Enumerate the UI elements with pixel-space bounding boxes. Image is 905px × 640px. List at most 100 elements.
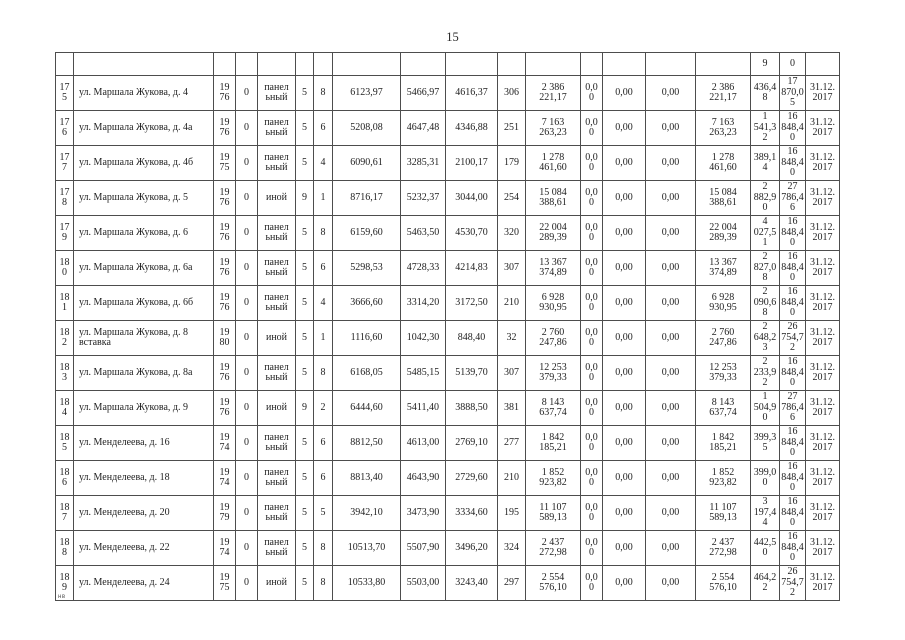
table-cell (313, 52, 333, 76)
table-cell: 1 278 461,60 (695, 145, 751, 181)
table-cell: 19 75 (213, 145, 236, 181)
table-cell (695, 52, 751, 76)
table-cell: 5 (313, 495, 333, 531)
table-cell: 8 143 637,74 (695, 390, 751, 426)
table-cell: 31.12. 2017 (805, 530, 840, 566)
table-cell (602, 52, 646, 76)
table-cell: 0,00 (645, 355, 696, 391)
table-cell: 5 (295, 460, 314, 496)
table-cell: 3334,60 (445, 495, 498, 531)
table-cell: 4 027,5 1 (750, 215, 780, 251)
table-cell: 307 (497, 355, 526, 391)
table-cell: 0 (235, 110, 258, 146)
table-cell: 8 (313, 215, 333, 251)
table-cell: 0,0 0 (580, 110, 603, 146)
table-cell: 18 3 (55, 355, 74, 391)
table-cell: 5 (295, 285, 314, 321)
table-cell (645, 52, 696, 76)
table-cell: 8 (313, 565, 333, 601)
table-cell: 6159,60 (332, 215, 401, 251)
table-cell: 18 7 (55, 495, 74, 531)
table-row-8: 18 3 ул. Маршала Жукова, д. 8а 19 76 0 панел… (55, 355, 840, 391)
table-cell: 2769,10 (445, 425, 498, 461)
table-cell (73, 52, 214, 76)
table-cell: 381 (497, 390, 526, 426)
table-cell: 5 (295, 565, 314, 601)
table-cell: 17 870,0 5 (779, 75, 806, 111)
table-cell: панел ьный (257, 495, 296, 531)
table-cell: 16 848,4 0 (779, 110, 806, 146)
table-cell: 0,00 (645, 425, 696, 461)
table-row-4: 17 9 ул. Маршала Жукова, д. 6 19 76 0 панел … (55, 215, 840, 251)
table-cell: 195 (497, 495, 526, 531)
table-cell: 320 (497, 215, 526, 251)
table-cell: 0 (235, 320, 258, 356)
table-cell: 6 (313, 110, 333, 146)
table-cell: 31.12. 2017 (805, 495, 840, 531)
table-cell: 1116,60 (332, 320, 401, 356)
table-cell: панел ьный (257, 215, 296, 251)
table-cell: 8 (313, 75, 333, 111)
table-cell: 0,00 (602, 495, 646, 531)
table-body: 9 0 17 5 ул. Маршала Жукова, д. 4 19 76 0 пане… (55, 52, 840, 601)
table-cell: 2 648,2 3 (750, 320, 780, 356)
table-cell: 5463,50 (400, 215, 446, 251)
table-cell: 1 504,9 0 (750, 390, 780, 426)
table-cell: 0,00 (645, 180, 696, 216)
table-cell: 8812,50 (332, 425, 401, 461)
table-cell (445, 52, 498, 76)
table-cell: 19 74 (213, 530, 236, 566)
table-row-11: 18 6 ул. Менделеева, д. 18 19 74 0 панел ьны… (55, 460, 840, 496)
table-cell: ул. Менделеева, д. 18 (73, 460, 214, 496)
table-cell: 18 2 (55, 320, 74, 356)
table-cell: 17 6 (55, 110, 74, 146)
table-cell: 5 (295, 320, 314, 356)
table-cell: 3473,90 (400, 495, 446, 531)
table-cell: 1 852 923,82 (525, 460, 581, 496)
table-cell: 19 75 (213, 565, 236, 601)
table-cell (257, 52, 296, 76)
table-cell: 0,00 (602, 215, 646, 251)
table-cell: 0,00 (602, 390, 646, 426)
table-cell: 210 (497, 460, 526, 496)
table-cell: 31.12. 2017 (805, 425, 840, 461)
table-cell: 0 (235, 530, 258, 566)
table-cell: 18 5 (55, 425, 74, 461)
table-cell: 2729,60 (445, 460, 498, 496)
table-row-9: 18 4 ул. Маршала Жукова, д. 9 19 76 0 иной 9 2… (55, 390, 840, 426)
table-cell: 19 76 (213, 355, 236, 391)
table-cell: ул. Маршала Жукова, д. 8а (73, 355, 214, 391)
table-cell: 8 (313, 355, 333, 391)
table-cell: 0,00 (645, 320, 696, 356)
table-cell: 2 760 247,86 (695, 320, 751, 356)
table-cell: 0,0 0 (580, 180, 603, 216)
table-cell: 8 (313, 530, 333, 566)
table-cell: 0,0 0 (580, 565, 603, 601)
table-cell: 0 (235, 180, 258, 216)
table-cell: 5 (295, 145, 314, 181)
table-cell: панел ьный (257, 145, 296, 181)
table-cell: 399,0 0 (750, 460, 780, 496)
table-cell: ул. Маршала Жукова, д. 6а (73, 250, 214, 286)
table-cell: 0 (235, 215, 258, 251)
table-cell: 31.12. 2017 (805, 390, 840, 426)
table-cell: панел ьный (257, 460, 296, 496)
table-cell: панел ьный (257, 75, 296, 111)
table-cell: 1 (313, 180, 333, 216)
table-cell: 19 76 (213, 75, 236, 111)
table-cell: 31.12. 2017 (805, 565, 840, 601)
table-cell: ул. Менделеева, д. 22 (73, 530, 214, 566)
table-cell: 22 004 289,39 (525, 215, 581, 251)
table-cell: 0 (235, 460, 258, 496)
table-cell: 2 233,9 2 (750, 355, 780, 391)
table-cell: 6444,60 (332, 390, 401, 426)
table-cell: 6 (313, 250, 333, 286)
table-cell: 0,0 0 (580, 530, 603, 566)
table-cell: 22 004 289,39 (695, 215, 751, 251)
table-cell: 3942,10 (332, 495, 401, 531)
table-cell: 848,40 (445, 320, 498, 356)
table-cell: 0,0 0 (580, 250, 603, 286)
table-cell: 3 197,4 4 (750, 495, 780, 531)
table-cell: 5 (295, 250, 314, 286)
table-cell: 0,00 (602, 250, 646, 286)
